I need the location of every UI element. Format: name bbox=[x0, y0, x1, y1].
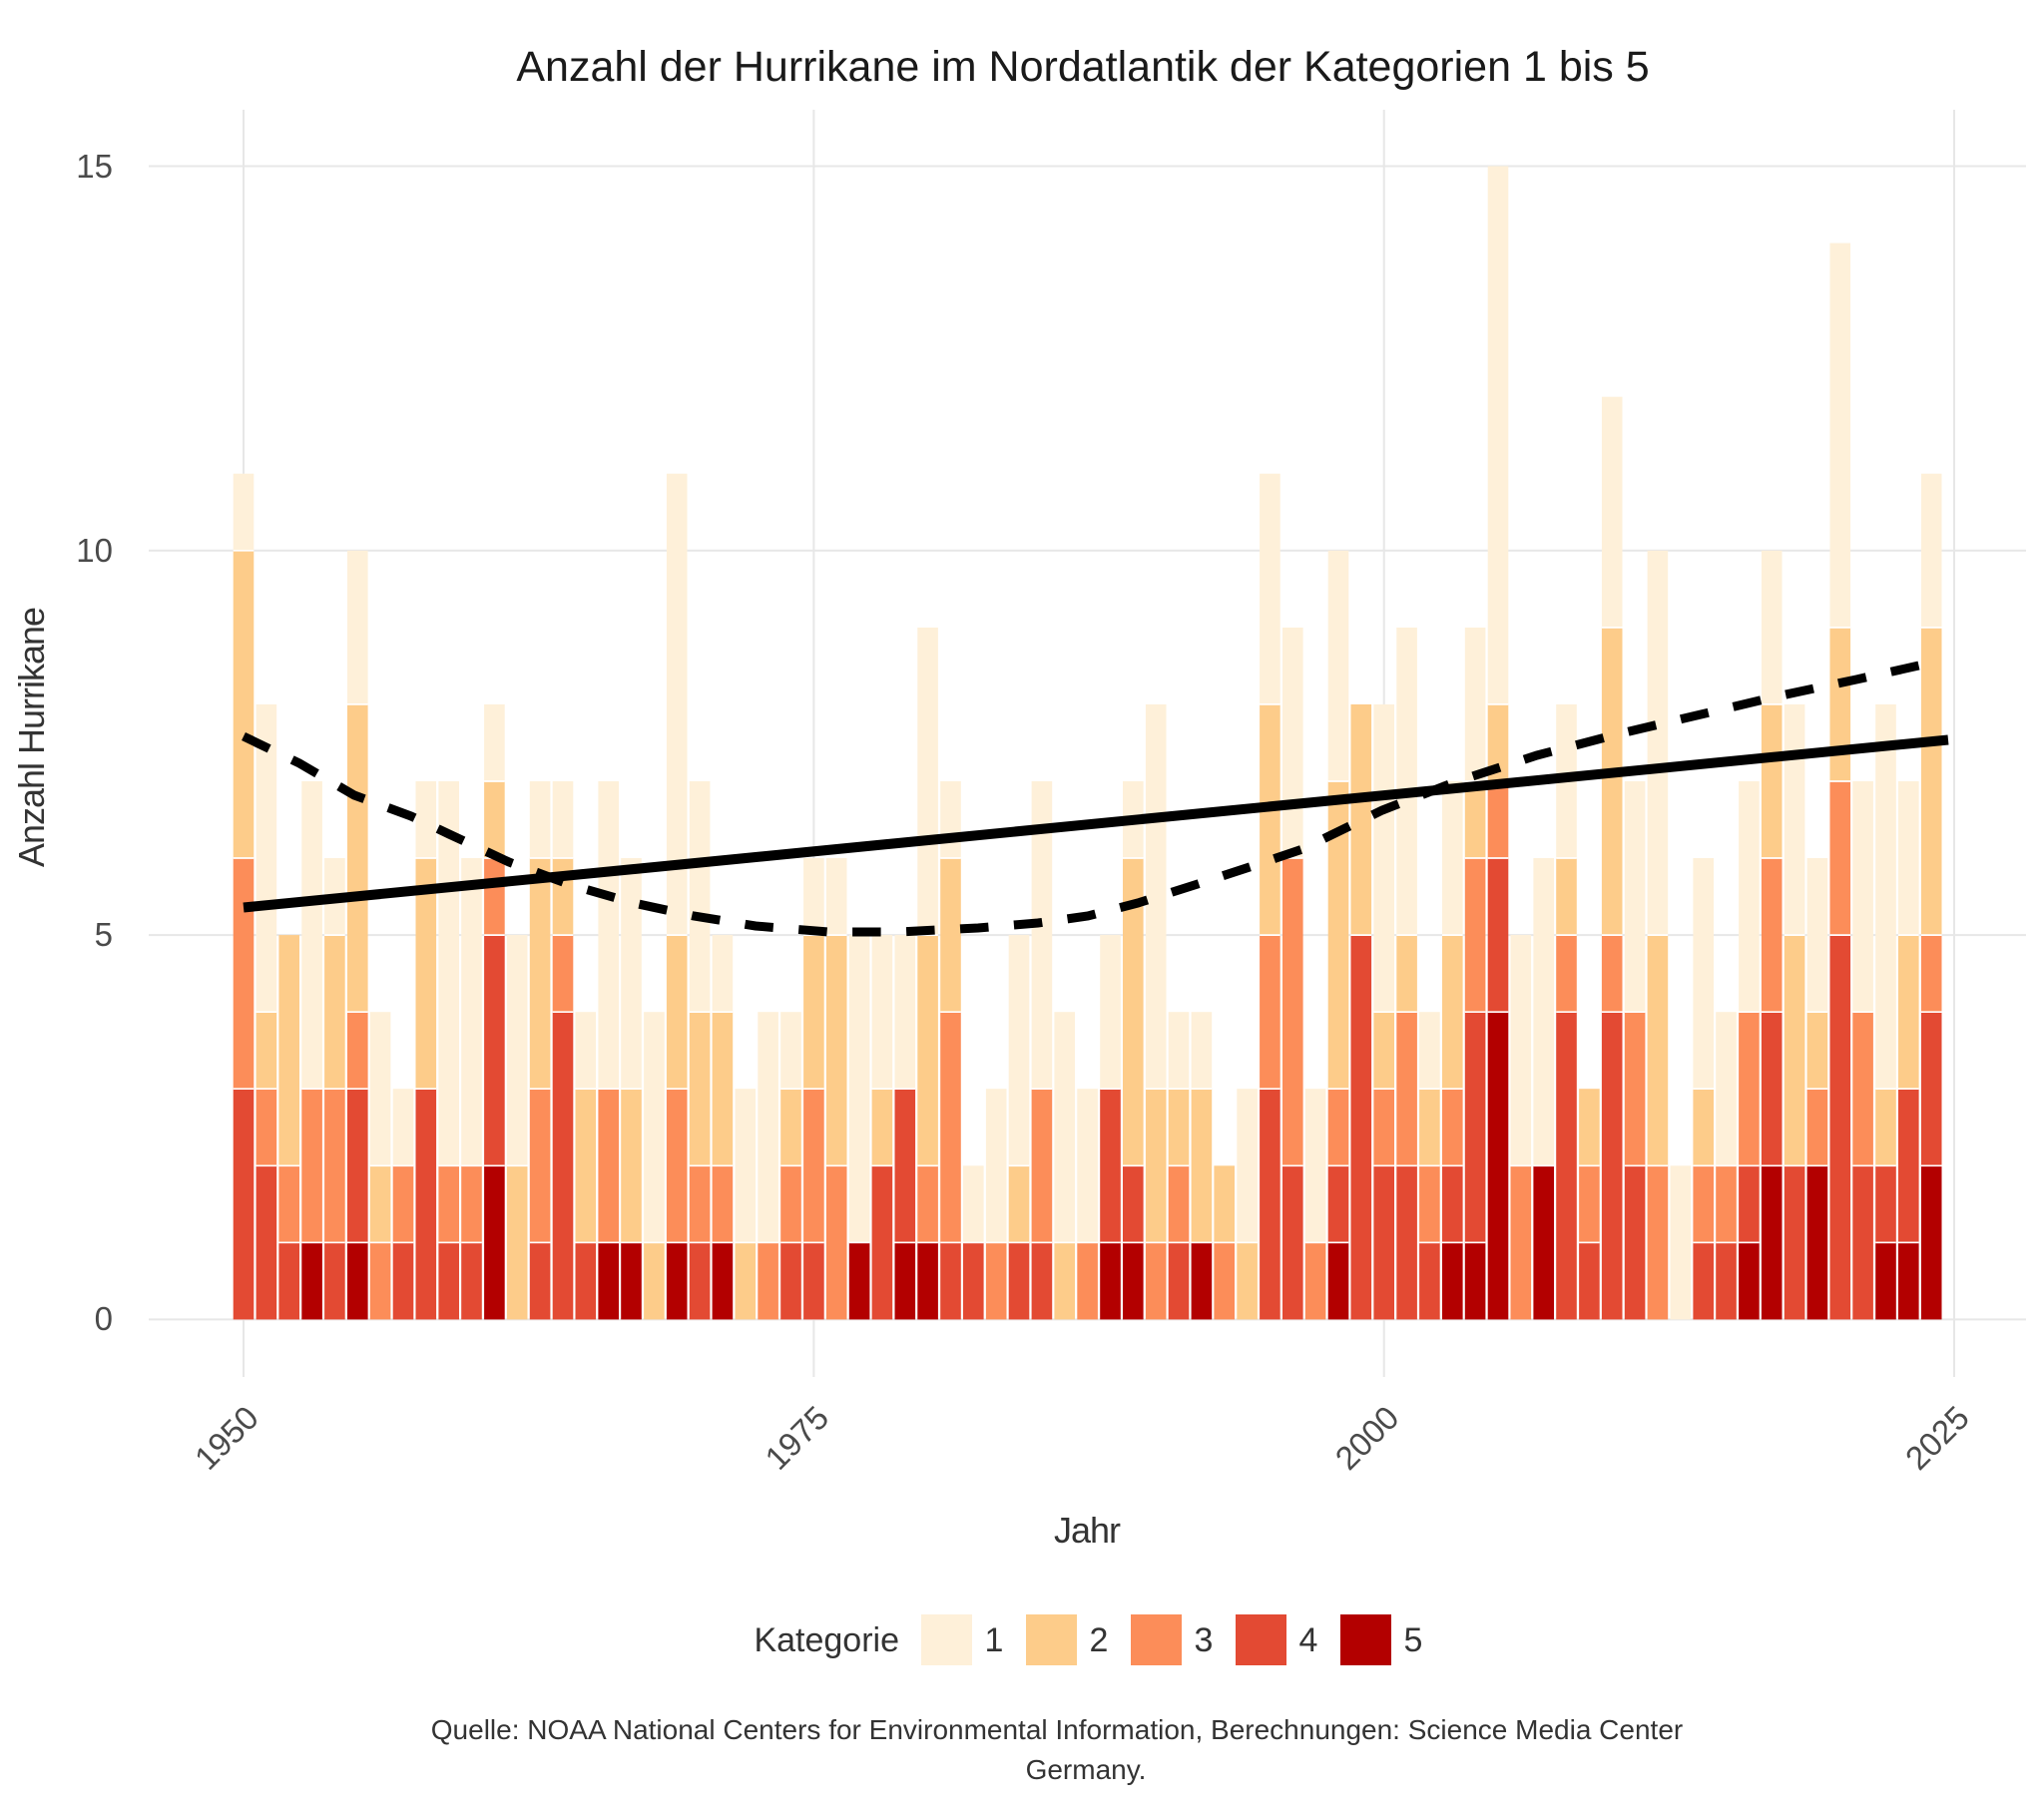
svg-text:Kategorie: Kategorie bbox=[754, 1621, 899, 1659]
svg-text:2: 2 bbox=[1090, 1621, 1109, 1659]
svg-text:Jahr: Jahr bbox=[1054, 1510, 1121, 1551]
svg-text:10: 10 bbox=[76, 532, 113, 569]
svg-text:5: 5 bbox=[1404, 1621, 1423, 1659]
svg-text:5: 5 bbox=[95, 916, 113, 953]
svg-text:Germany.: Germany. bbox=[1026, 1754, 1147, 1785]
svg-text:15: 15 bbox=[76, 148, 113, 185]
svg-text:3: 3 bbox=[1195, 1621, 1214, 1659]
svg-text:4: 4 bbox=[1299, 1621, 1318, 1659]
svg-text:0: 0 bbox=[95, 1300, 113, 1337]
svg-text:Anzahl der Hurrikane im Nordat: Anzahl der Hurrikane im Nordatlantik der… bbox=[516, 43, 1649, 91]
svg-text:Anzahl Hurrikane: Anzahl Hurrikane bbox=[11, 608, 52, 867]
svg-text:Quelle: NOAA National Centers: Quelle: NOAA National Centers for Enviro… bbox=[431, 1714, 1683, 1745]
svg-text:1: 1 bbox=[985, 1621, 1004, 1659]
